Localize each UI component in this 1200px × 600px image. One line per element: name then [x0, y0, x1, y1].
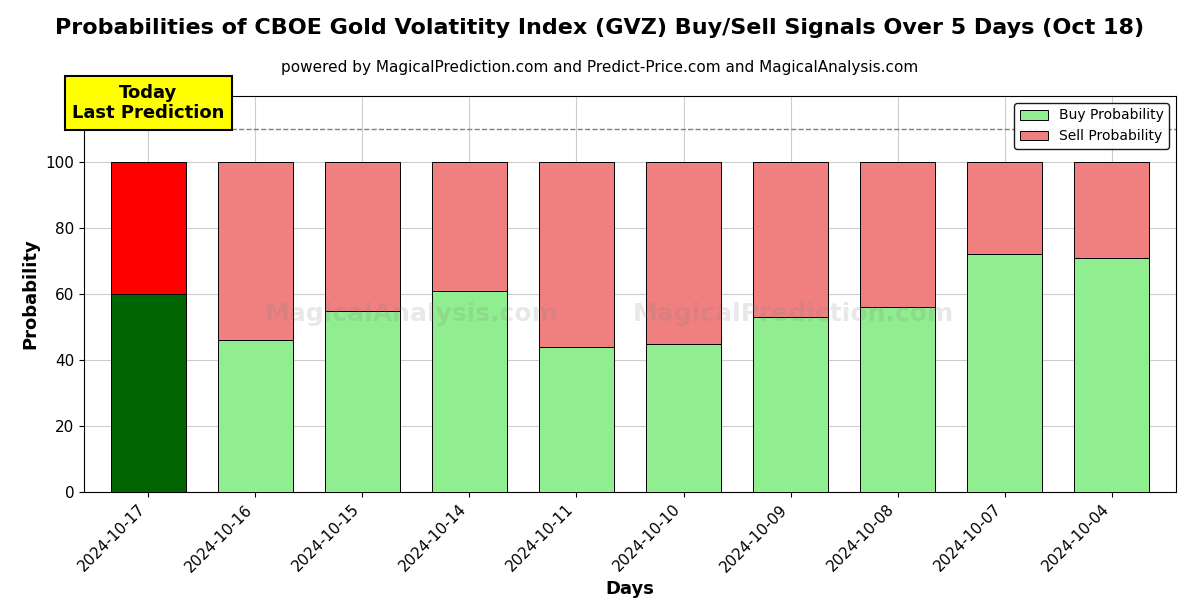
Text: powered by MagicalPrediction.com and Predict-Price.com and MagicalAnalysis.com: powered by MagicalPrediction.com and Pre…: [281, 60, 919, 75]
Bar: [646, 162, 721, 343]
Bar: [1074, 162, 1150, 258]
Bar: [1074, 258, 1150, 492]
Bar: [110, 294, 186, 492]
Bar: [860, 307, 935, 492]
Bar: [218, 162, 293, 340]
Text: Probabilities of CBOE Gold Volatitity Index (GVZ) Buy/Sell Signals Over 5 Days (: Probabilities of CBOE Gold Volatitity In…: [55, 18, 1145, 38]
Bar: [218, 340, 293, 492]
Text: MagicalAnalysis.com: MagicalAnalysis.com: [265, 302, 558, 326]
Bar: [754, 162, 828, 317]
Bar: [967, 254, 1042, 492]
Bar: [432, 162, 506, 290]
Bar: [646, 343, 721, 492]
X-axis label: Days: Days: [606, 580, 654, 598]
Bar: [539, 347, 614, 492]
Text: MagicalPrediction.com: MagicalPrediction.com: [634, 302, 954, 326]
Bar: [754, 317, 828, 492]
Bar: [967, 162, 1042, 254]
Bar: [860, 162, 935, 307]
Legend: Buy Probability, Sell Probability: Buy Probability, Sell Probability: [1014, 103, 1169, 149]
Bar: [432, 290, 506, 492]
Bar: [325, 162, 400, 311]
Bar: [539, 162, 614, 347]
Text: Today
Last Prediction: Today Last Prediction: [72, 83, 224, 122]
Bar: [325, 311, 400, 492]
Y-axis label: Probability: Probability: [22, 239, 40, 349]
Bar: [110, 162, 186, 294]
